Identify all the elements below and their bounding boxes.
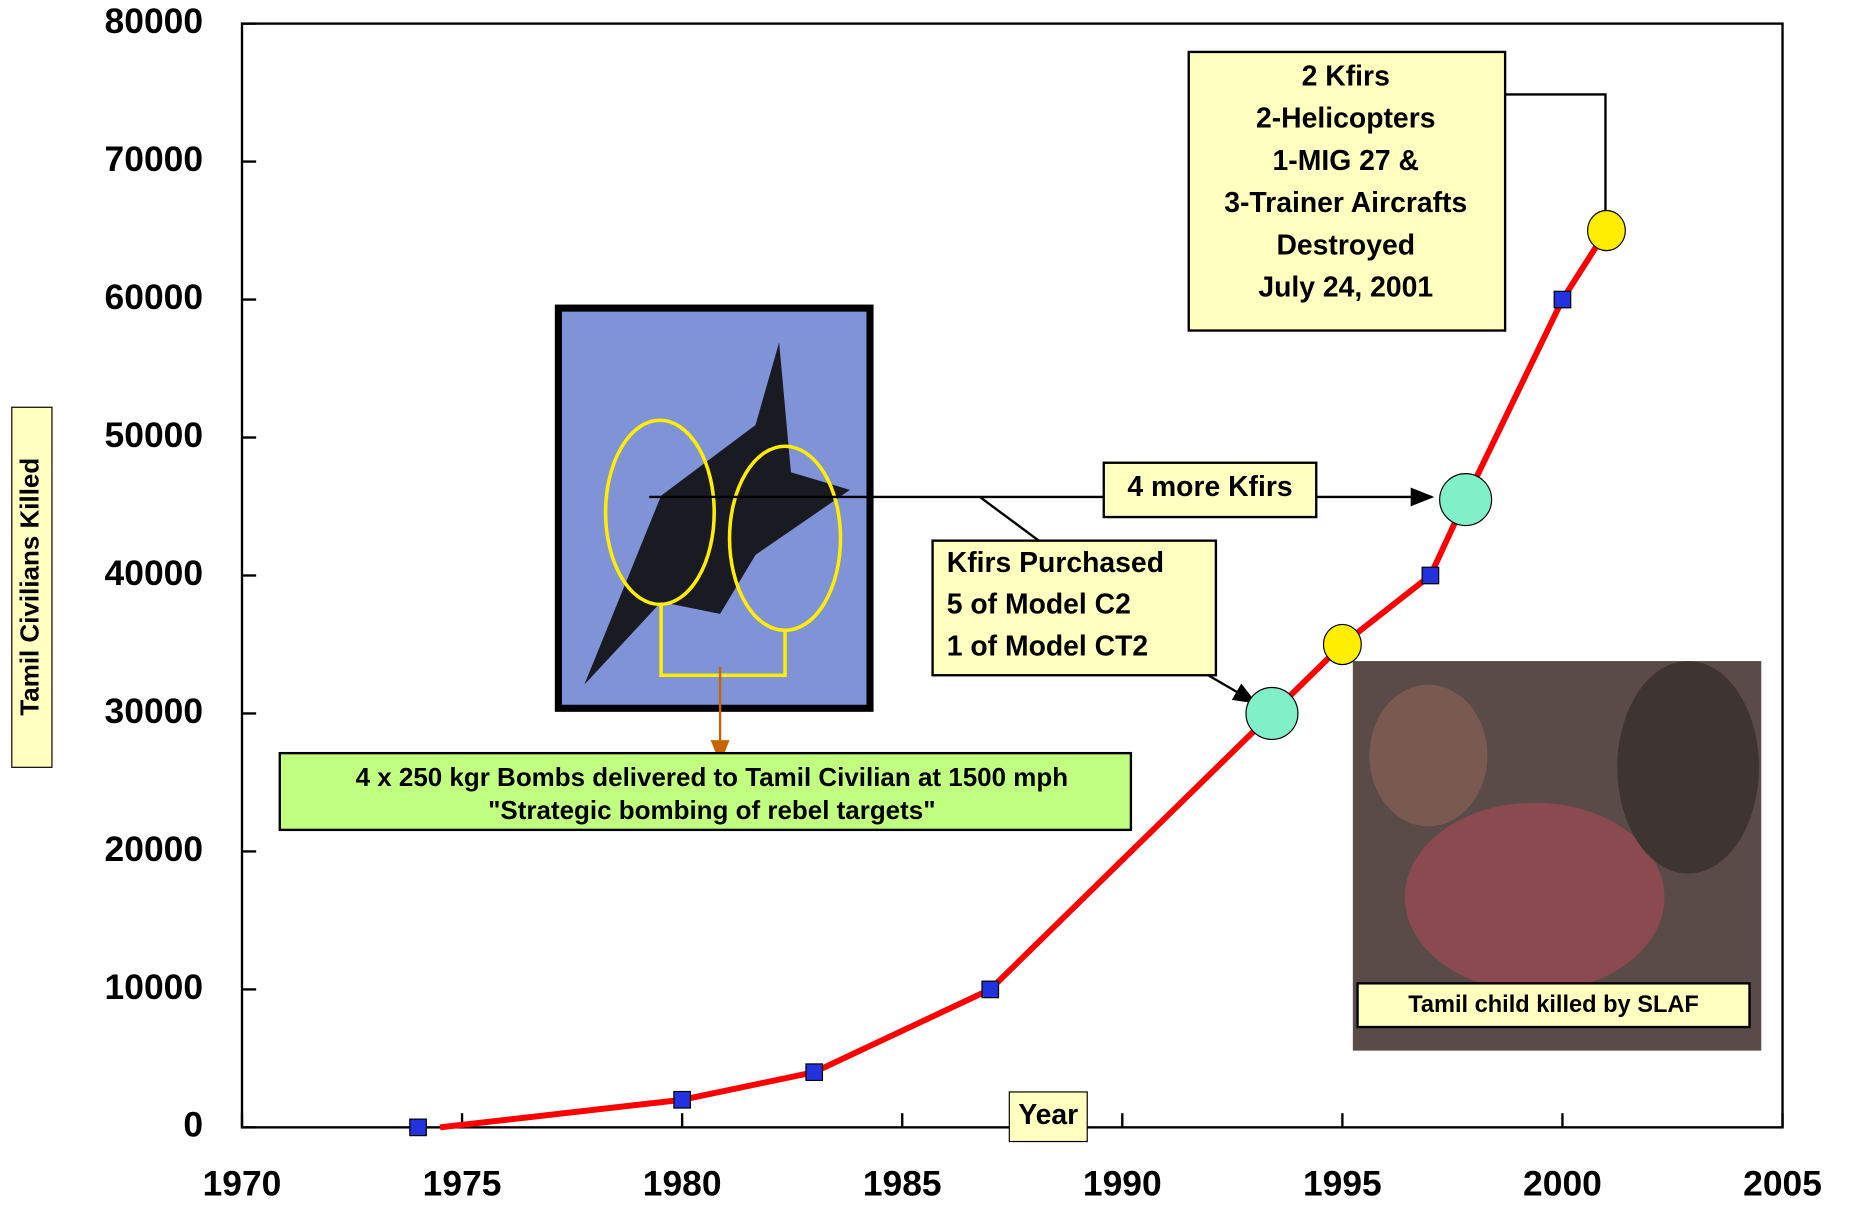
chart: 0 10000 20000 30000 40000 50000 60000 70000 8000… xyxy=(0,0,1851,1210)
annotation-text: Destroyed xyxy=(1276,229,1415,261)
event-marker xyxy=(1588,210,1626,250)
event-marker xyxy=(1323,624,1361,664)
y-tick-label: 60000 xyxy=(105,277,203,317)
event-marker xyxy=(1440,474,1492,526)
x-tick-label: 1970 xyxy=(203,1164,282,1204)
x-tick-label: 1995 xyxy=(1303,1164,1382,1204)
x-tick-label: 1980 xyxy=(643,1164,722,1204)
square-marker xyxy=(674,1092,691,1109)
annotation-text: 4 more Kfirs xyxy=(1127,471,1292,503)
square-marker xyxy=(410,1119,427,1136)
x-tick-label: 1975 xyxy=(423,1164,502,1204)
y-tick-label: 70000 xyxy=(105,139,203,179)
y-tick-label: 20000 xyxy=(105,829,203,869)
y-tick-label: 30000 xyxy=(105,691,203,731)
annotation-text: 1-MIG 27 & xyxy=(1273,145,1419,177)
annotation-text: July 24, 2001 xyxy=(1258,272,1433,304)
square-marker xyxy=(806,1064,823,1081)
annotation-text: 4 x 250 kgr Bombs delivered to Tamil Civ… xyxy=(356,762,1068,792)
annotation-text: 2 Kfirs xyxy=(1302,60,1390,92)
x-tick-label: 2000 xyxy=(1523,1164,1602,1204)
page: {"chart_data": {"type": "line", "x_label… xyxy=(0,0,1851,1210)
annotation-text: 3-Trainer Aircrafts xyxy=(1224,187,1467,219)
y-tick-label: 50000 xyxy=(105,415,203,455)
annotation-text: 2-Helicopters xyxy=(1256,103,1435,135)
annotation-text: Kfirs Purchased xyxy=(947,547,1164,579)
event-marker xyxy=(1246,687,1298,739)
y-tick-label: 40000 xyxy=(105,553,203,593)
x-tick-label: 1985 xyxy=(863,1164,942,1204)
x-label: Year xyxy=(1018,1099,1078,1131)
y-tick-label: 10000 xyxy=(105,967,203,1007)
annotation-text: "Strategic bombing of rebel targets" xyxy=(488,795,935,825)
square-marker xyxy=(1422,567,1439,584)
x-tick-label: 1990 xyxy=(1083,1164,1162,1204)
plane-photo xyxy=(555,305,874,712)
annotation-text: 1 of Model CT2 xyxy=(947,631,1148,663)
annotation-text: 5 of Model C2 xyxy=(947,589,1131,621)
x-tick-label: 2005 xyxy=(1743,1164,1822,1204)
square-marker xyxy=(982,981,999,998)
y-tick-label: 0 xyxy=(183,1105,203,1145)
y-tick-label: 80000 xyxy=(105,1,203,41)
square-marker xyxy=(1554,291,1571,308)
annotation-text: Tamil child killed by SLAF xyxy=(1408,992,1699,1018)
y-label: Tamil Civilians Killed xyxy=(15,458,45,716)
